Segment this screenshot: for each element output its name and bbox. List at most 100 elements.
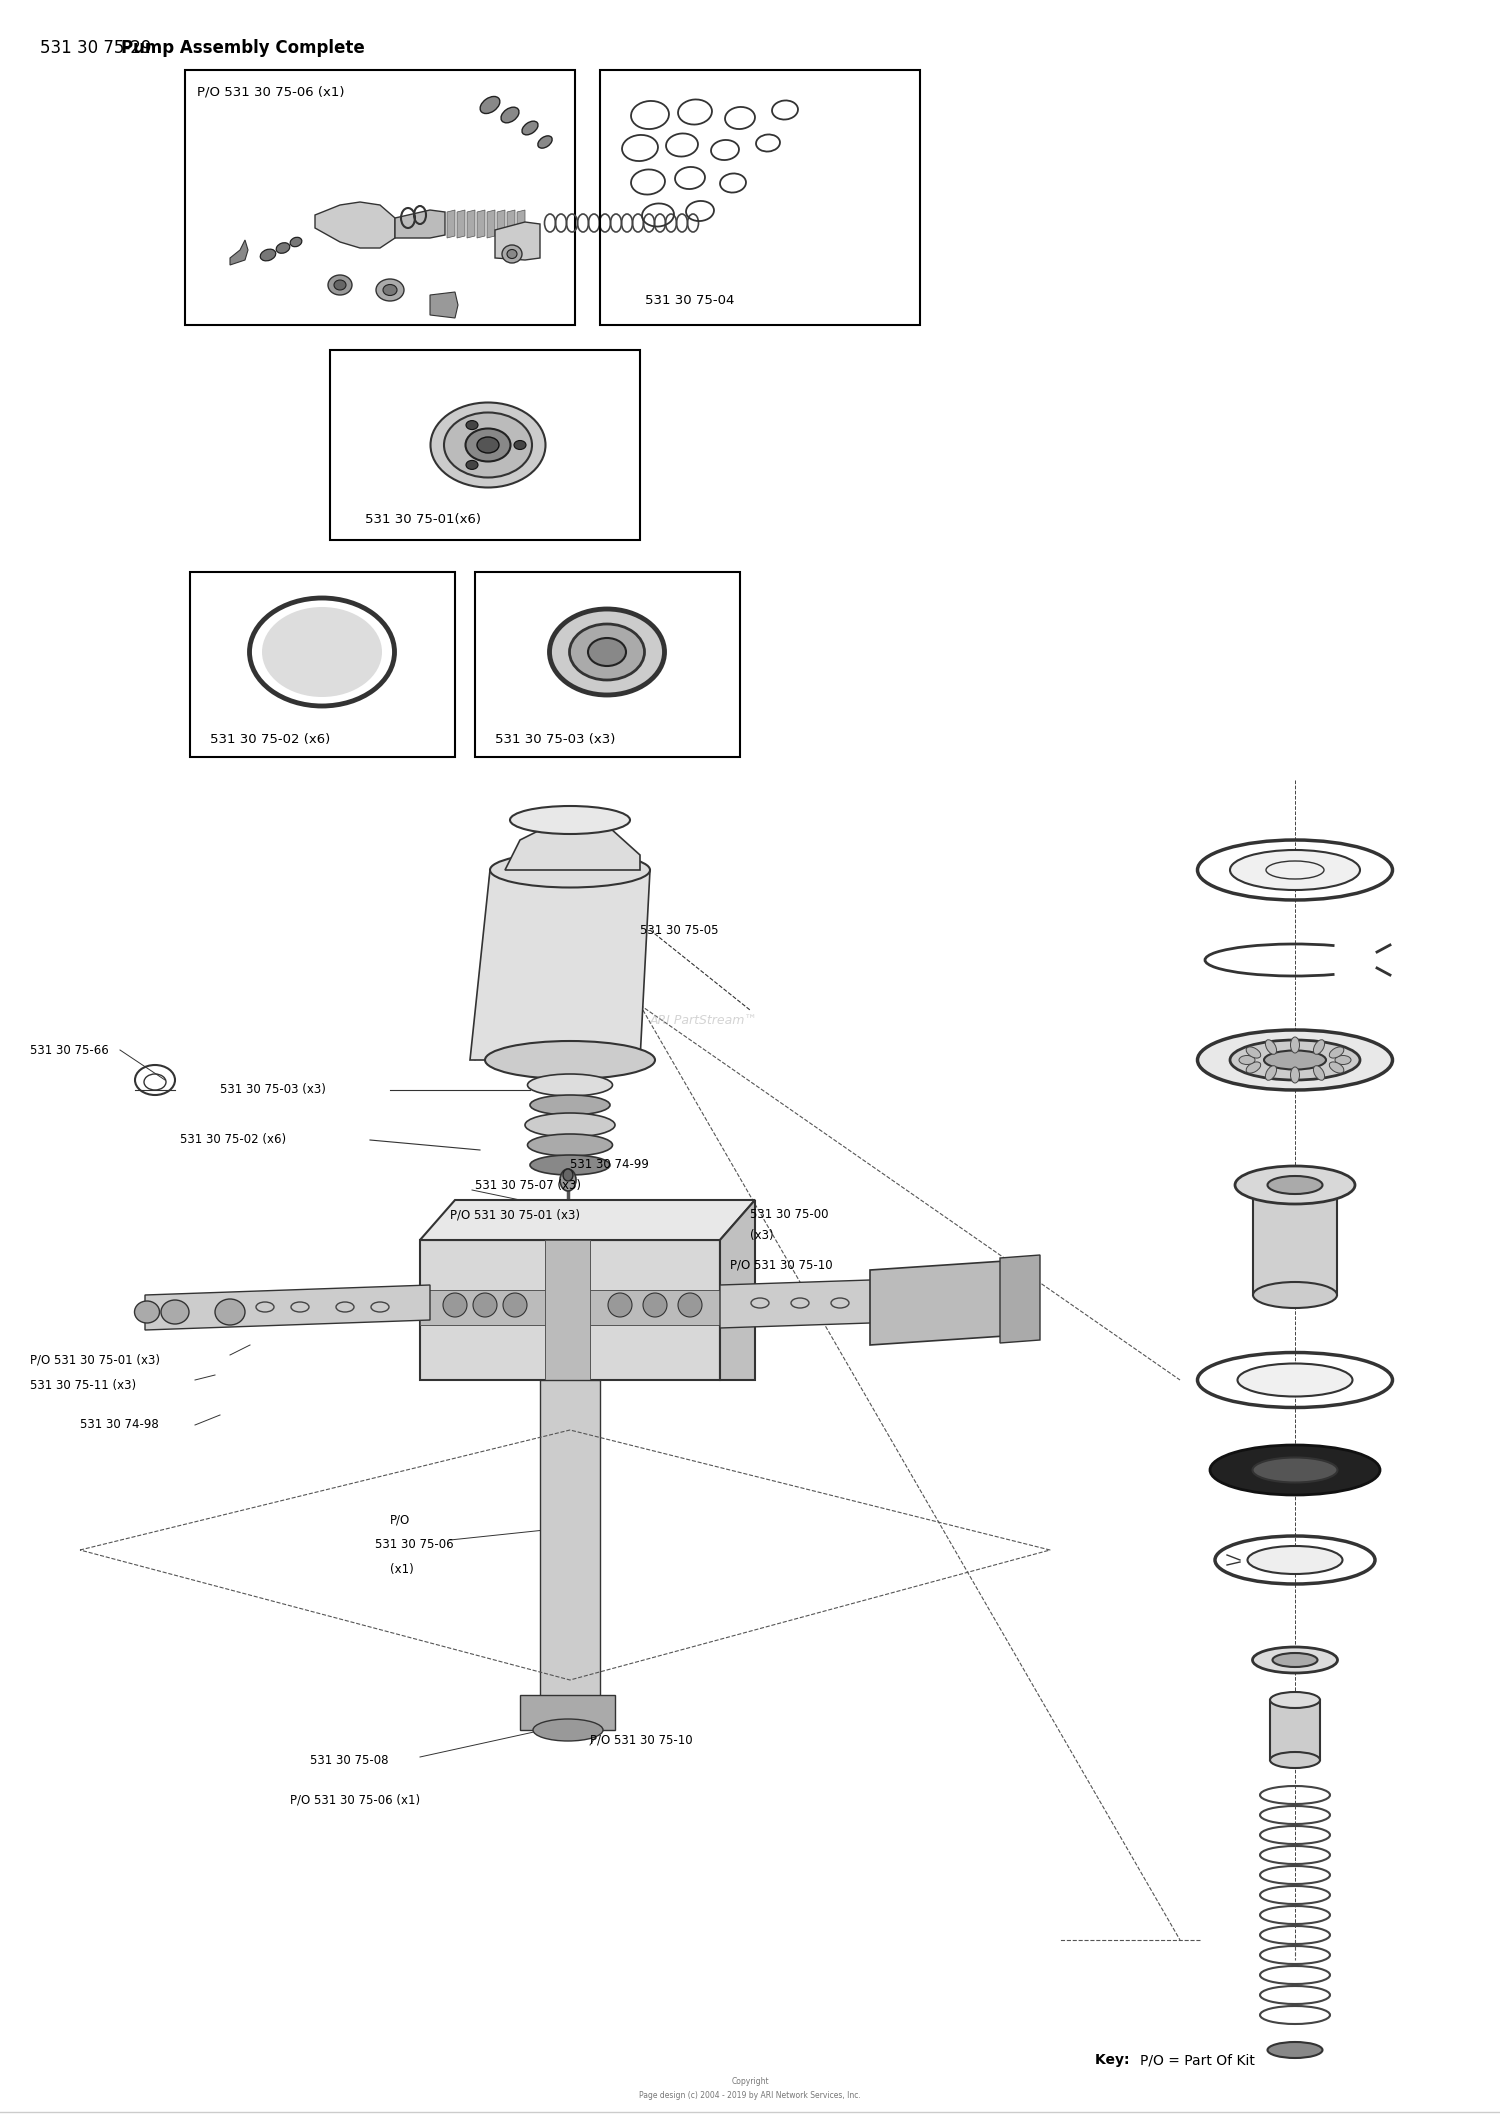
Ellipse shape (1268, 1176, 1323, 1193)
Polygon shape (720, 1276, 1020, 1329)
Ellipse shape (1238, 1363, 1353, 1396)
Text: P/O 531 30 75-01 (x3): P/O 531 30 75-01 (x3) (450, 1208, 580, 1221)
Ellipse shape (549, 608, 664, 695)
Bar (476, 572, 740, 756)
Polygon shape (495, 222, 540, 261)
Text: 531 30 75-00: 531 30 75-00 (750, 1208, 828, 1221)
Polygon shape (506, 820, 640, 871)
Text: P/O: P/O (390, 1513, 410, 1526)
Ellipse shape (510, 805, 630, 835)
Ellipse shape (430, 403, 546, 487)
Polygon shape (430, 292, 457, 318)
Ellipse shape (1266, 1040, 1276, 1055)
Ellipse shape (376, 280, 404, 301)
Ellipse shape (276, 244, 290, 254)
Ellipse shape (1239, 1055, 1256, 1064)
Polygon shape (458, 210, 465, 237)
Ellipse shape (1230, 850, 1360, 890)
Bar (330, 350, 640, 540)
Circle shape (472, 1293, 496, 1318)
Text: P/O 531 30 75-06 (x1): P/O 531 30 75-06 (x1) (196, 85, 345, 97)
Ellipse shape (560, 1170, 576, 1191)
Text: (x3): (x3) (750, 1229, 774, 1242)
Polygon shape (507, 210, 515, 237)
Polygon shape (1000, 1254, 1039, 1343)
Ellipse shape (477, 437, 500, 453)
Text: 531 30 75-02 (x6): 531 30 75-02 (x6) (180, 1134, 286, 1146)
Ellipse shape (480, 97, 500, 114)
Text: P/O 531 30 75-01 (x3): P/O 531 30 75-01 (x3) (30, 1354, 160, 1367)
Text: 531 30 75-06: 531 30 75-06 (375, 1538, 453, 1551)
Polygon shape (496, 210, 506, 237)
Polygon shape (470, 871, 650, 1060)
Text: 531 30 74-99: 531 30 74-99 (570, 1159, 650, 1172)
Text: 531 30 75-08: 531 30 75-08 (310, 1755, 388, 1767)
Ellipse shape (514, 441, 526, 449)
Text: Copyright: Copyright (730, 2077, 770, 2087)
Ellipse shape (290, 237, 302, 246)
Ellipse shape (1329, 1062, 1344, 1072)
Ellipse shape (1252, 1458, 1338, 1483)
Polygon shape (146, 1284, 430, 1331)
Text: 531 30 75-29: 531 30 75-29 (40, 38, 156, 57)
Ellipse shape (1230, 1040, 1360, 1081)
Ellipse shape (522, 121, 538, 136)
Text: 531 30 75-03 (x3): 531 30 75-03 (x3) (495, 733, 615, 746)
Text: (x1): (x1) (390, 1564, 414, 1577)
Ellipse shape (1248, 1547, 1342, 1574)
Bar (190, 572, 454, 756)
Polygon shape (230, 239, 248, 265)
Text: 531 30 75-01(x6): 531 30 75-01(x6) (364, 513, 482, 526)
Text: 531 30 75-03 (x3): 531 30 75-03 (x3) (220, 1083, 326, 1096)
Polygon shape (477, 210, 484, 237)
Ellipse shape (1270, 1752, 1320, 1767)
Ellipse shape (528, 1134, 612, 1157)
Text: 531 30 75-11 (x3): 531 30 75-11 (x3) (30, 1379, 136, 1392)
Text: 531 30 75-66: 531 30 75-66 (30, 1043, 108, 1057)
Circle shape (503, 1293, 526, 1318)
Polygon shape (447, 210, 454, 237)
Ellipse shape (160, 1299, 189, 1324)
Ellipse shape (1335, 1055, 1352, 1064)
Bar (184, 70, 574, 324)
Polygon shape (1270, 1699, 1320, 1761)
Text: 531 30 75-05: 531 30 75-05 (640, 924, 718, 937)
Polygon shape (720, 1199, 754, 1379)
Polygon shape (540, 1379, 600, 1699)
Text: P/O = Part Of Kit: P/O = Part Of Kit (1140, 2053, 1256, 2066)
Ellipse shape (466, 460, 478, 470)
Ellipse shape (135, 1301, 159, 1322)
Text: 531 30 75-02 (x6): 531 30 75-02 (x6) (210, 733, 330, 746)
Polygon shape (315, 201, 394, 248)
Ellipse shape (1252, 1282, 1336, 1307)
Ellipse shape (1246, 1047, 1260, 1057)
Ellipse shape (530, 1155, 610, 1176)
Text: P/O 531 30 75-06 (x1): P/O 531 30 75-06 (x1) (290, 1793, 420, 1808)
Text: ARI PartStream™: ARI PartStream™ (650, 1013, 758, 1026)
Ellipse shape (503, 246, 522, 263)
Ellipse shape (1290, 1068, 1299, 1083)
Polygon shape (420, 1240, 720, 1379)
Circle shape (608, 1293, 631, 1318)
Ellipse shape (484, 1040, 656, 1079)
Polygon shape (394, 210, 445, 237)
Ellipse shape (262, 606, 382, 697)
Ellipse shape (532, 1719, 603, 1742)
Ellipse shape (507, 250, 518, 259)
Polygon shape (1252, 1185, 1336, 1295)
Ellipse shape (382, 284, 398, 295)
Ellipse shape (1266, 1066, 1276, 1081)
Ellipse shape (1246, 1062, 1260, 1072)
Ellipse shape (1290, 1036, 1299, 1053)
Text: Pump Assembly Complete: Pump Assembly Complete (120, 38, 364, 57)
Ellipse shape (1264, 1051, 1326, 1070)
Ellipse shape (562, 1170, 573, 1180)
Ellipse shape (1268, 2043, 1323, 2058)
Text: 531 30 75-07 (x3): 531 30 75-07 (x3) (476, 1178, 580, 1191)
Ellipse shape (466, 420, 478, 430)
Ellipse shape (501, 108, 519, 123)
Circle shape (442, 1293, 466, 1318)
Bar (600, 70, 920, 324)
Polygon shape (870, 1261, 1020, 1346)
Text: P/O 531 30 75-10: P/O 531 30 75-10 (590, 1733, 693, 1746)
